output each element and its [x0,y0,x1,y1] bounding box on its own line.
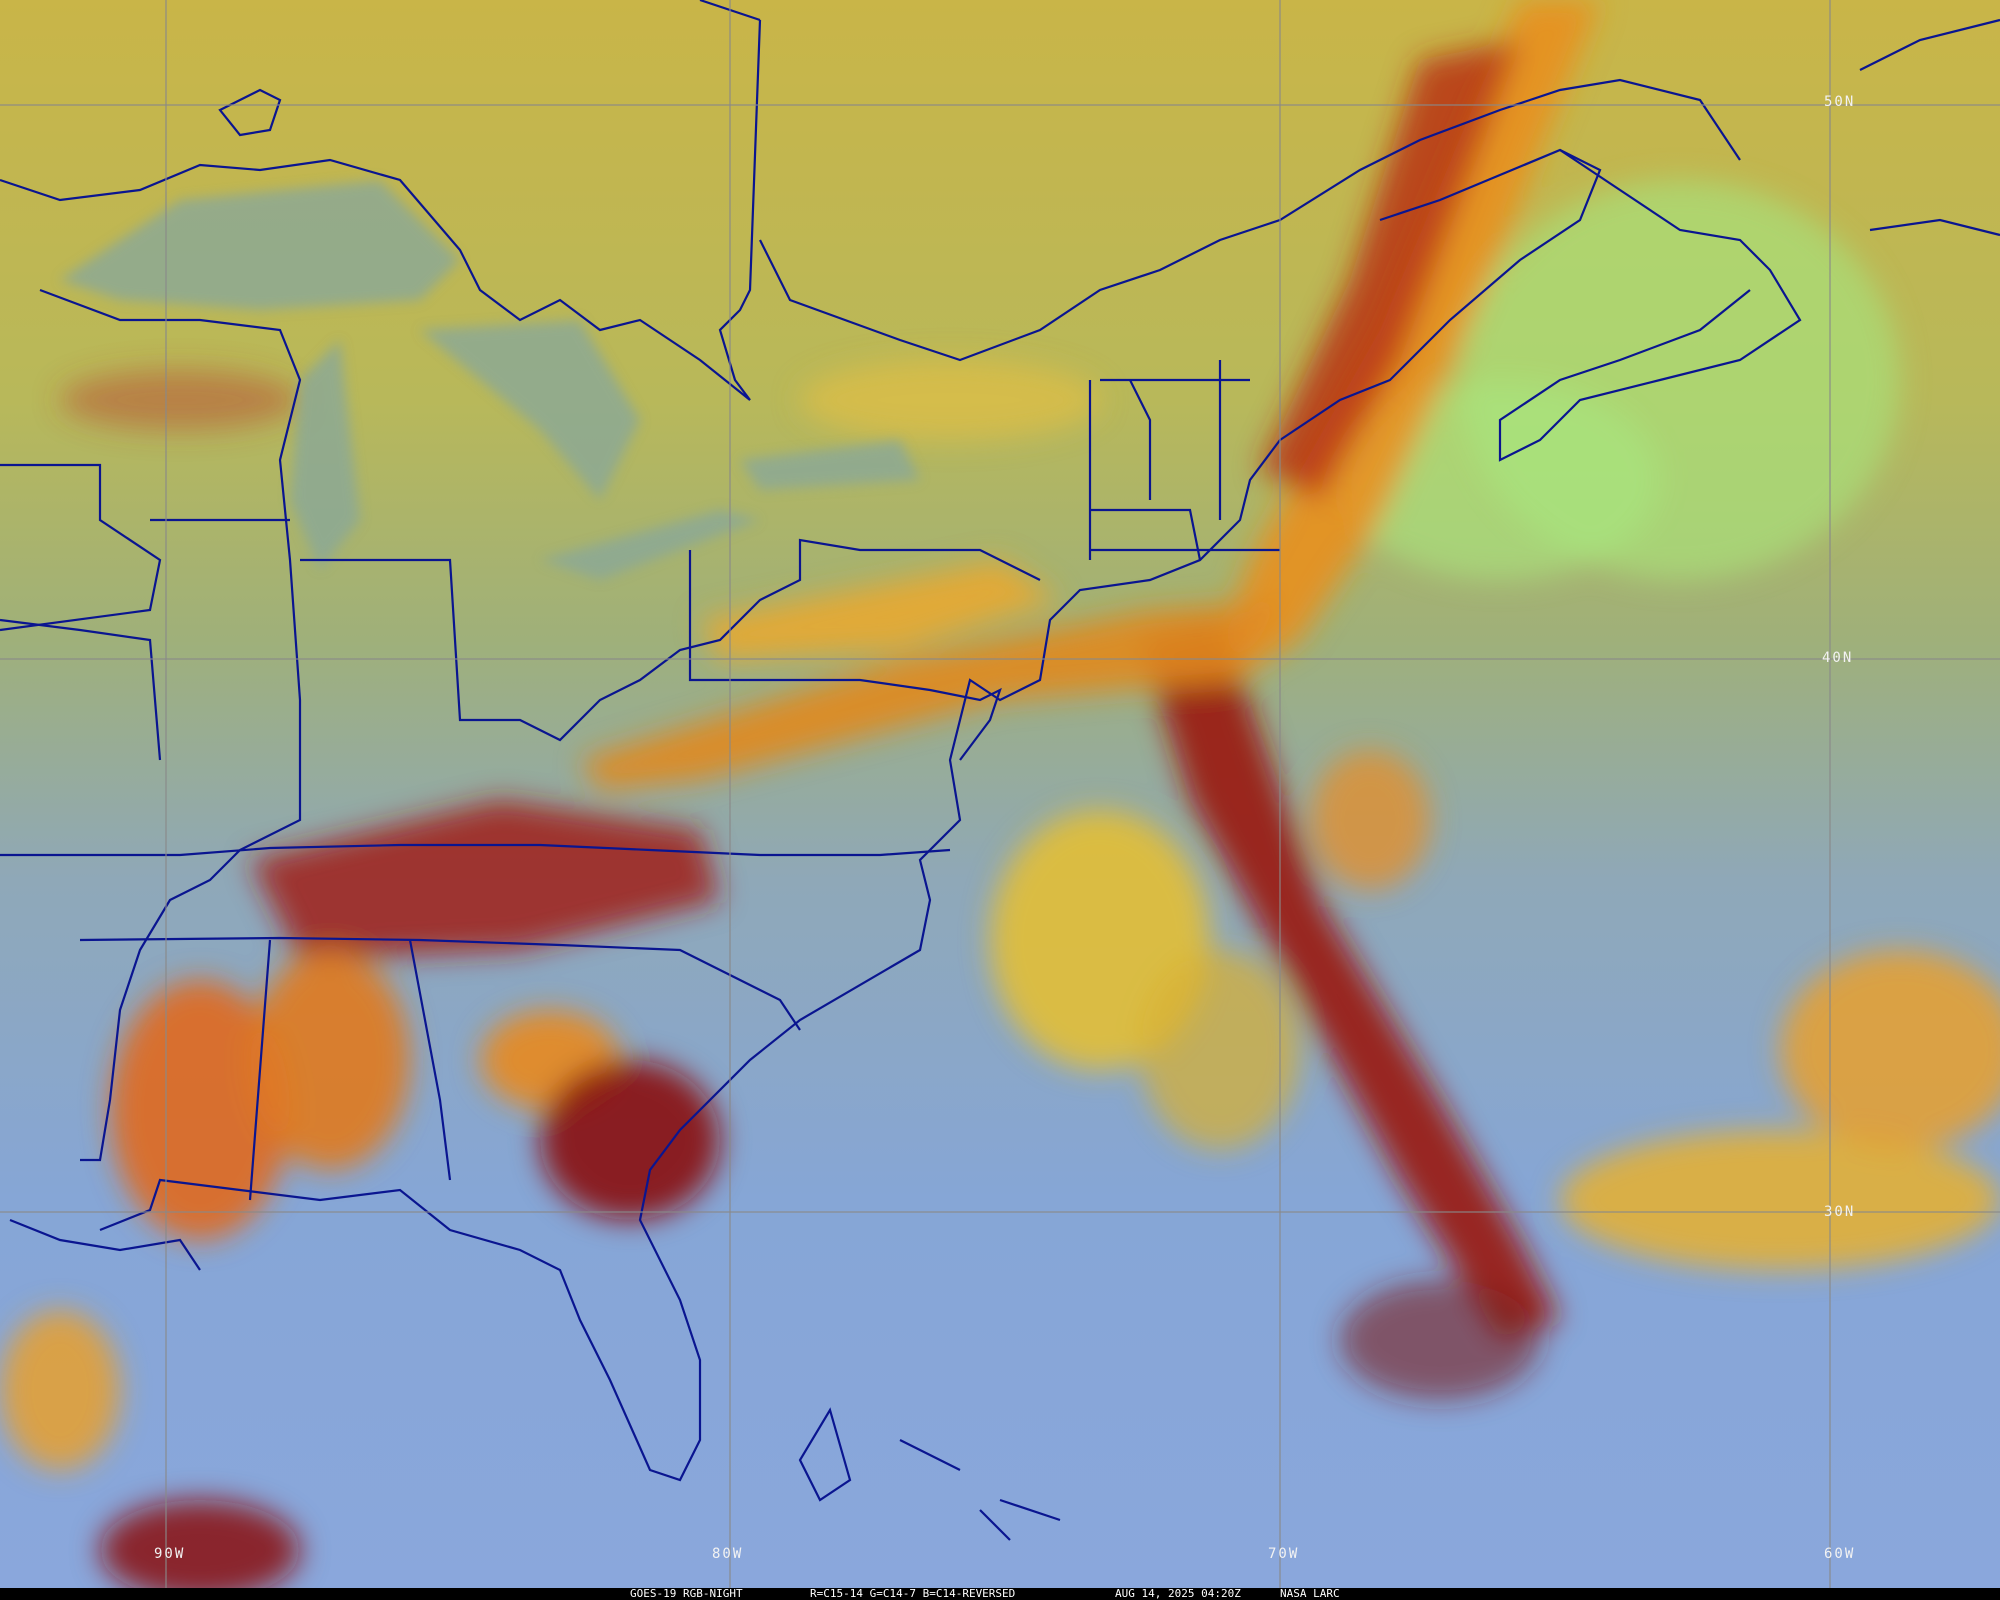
caption-satellite: GOES-19 RGB-NIGHT [630,1587,743,1600]
caption-bar: GOES-19 RGB-NIGHT R=C15-14 G=C14-7 B=C14… [0,1588,2000,1600]
lon-label-80w: 80W [712,1546,744,1562]
lon-label-60w: 60W [1824,1546,1856,1562]
caption-source: NASA LARC [1280,1587,1340,1600]
lat-label-40n: 40N [1822,650,1854,666]
caption-channels: R=C15-14 G=C14-7 B=C14-REVERSED [810,1587,1016,1600]
lon-label-70w: 70W [1268,1546,1300,1562]
caption-datetime: AUG 14, 2025 04:20Z [1115,1587,1241,1600]
political-borders [0,0,2000,1541]
lat-label-30n: 30N [1824,1204,1856,1220]
lon-label-90w: 90W [154,1546,186,1562]
lat-label-50n: 50N [1824,94,1856,110]
water-bodies [60,180,920,580]
